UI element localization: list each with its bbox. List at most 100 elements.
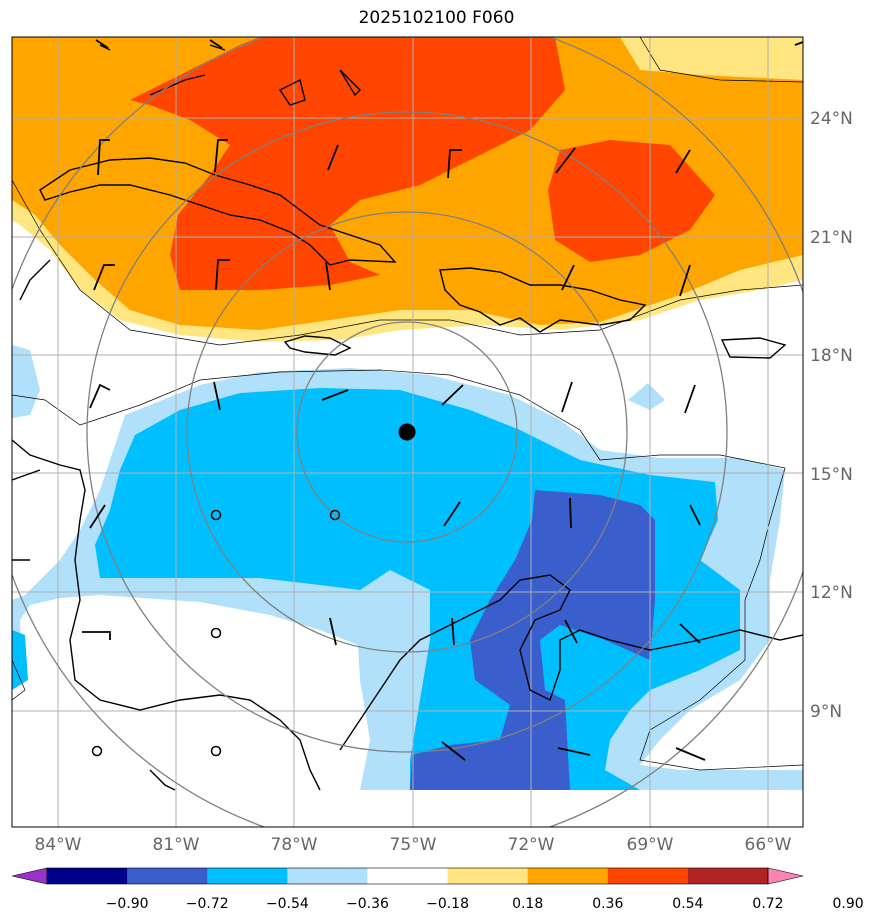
longitude-labels: 84°W 81°W 78°W 75°W 72°W 69°W 66°W: [35, 835, 792, 855]
negative-anomaly-medium-left: [12, 630, 28, 690]
wind-barb: [215, 259, 230, 291]
colorbar-tick-label: 0.72: [752, 896, 783, 912]
wind-barb: [557, 747, 591, 756]
lat-label: 15°N: [810, 465, 853, 485]
calm-wind-icon: [210, 745, 222, 757]
wind-barb: [95, 39, 109, 49]
positive-anomaly-red-north: [130, 37, 565, 290]
wind-barb: [447, 149, 462, 179]
wind-barb: [684, 384, 696, 414]
wind-barb: [209, 39, 223, 49]
wind-barbs: [82, 39, 803, 761]
colorbar-tick-label: −0.72: [186, 896, 229, 912]
colorbar-segment: [367, 868, 449, 884]
negative-anomaly-patch-west: [12, 345, 40, 418]
wind-barb: [213, 381, 221, 411]
lon-label: 78°W: [271, 835, 318, 855]
puerto-rico-coast: [720, 337, 787, 359]
lon-label: 75°W: [390, 835, 437, 855]
wind-barb: [89, 383, 111, 409]
storm-center-marker: [398, 423, 416, 441]
colorbar: [11, 867, 804, 885]
negative-anomaly-strong: [410, 490, 655, 790]
colorbar-max-extension: [767, 867, 804, 885]
wind-barb: [561, 381, 573, 413]
wind-barb: [561, 264, 575, 291]
map-frame: [11, 36, 804, 828]
colorbar-tick-label: 0.18: [512, 896, 543, 912]
colorbar-labels: −0.90 −0.72 −0.54 −0.36 −0.18 0.18 0.36 …: [106, 896, 864, 912]
colorbar-tick-label: −0.54: [266, 896, 309, 912]
wind-barb: [321, 389, 349, 401]
calm-wind-icon: [210, 627, 222, 639]
colorbar-segment: [287, 868, 368, 884]
lat-label: 18°N: [810, 346, 853, 366]
wind-barb: [89, 504, 106, 529]
colorbar-tick-label: −0.90: [106, 896, 149, 912]
bahamas-islands: [99, 44, 361, 106]
wind-barb: [325, 261, 331, 291]
colorbar-outline: [46, 867, 769, 885]
negative-anomaly-patch-east: [628, 383, 665, 410]
negative-anomaly-patch-bottom-right: [650, 770, 803, 790]
negative-anomaly-medium: [95, 388, 740, 790]
colorbar-min-extension: [11, 867, 48, 885]
colorbar-tick-label: −0.18: [426, 896, 469, 912]
latitude-labels: 24°N 21°N 18°N 15°N 12°N 9°N: [810, 109, 853, 722]
lat-label: 12°N: [810, 583, 853, 603]
colorbar-tick-label: 0.54: [672, 896, 703, 912]
colorbar-segment: [207, 868, 288, 884]
wind-barb: [679, 623, 701, 644]
wind-barb: [564, 619, 578, 644]
calm-wind-icon: [91, 745, 103, 757]
colorbar-tick-label: 0.90: [833, 896, 864, 912]
colorbar-segment: [527, 868, 609, 884]
wind-barb: [794, 41, 803, 46]
calm-wind-icon: [329, 509, 341, 521]
colorbar-segment: [127, 868, 208, 884]
calm-markers: [91, 509, 341, 757]
jamaica-coast: [283, 335, 352, 356]
wind-barb: [327, 144, 339, 171]
colorbar-tick-label: −0.36: [346, 896, 389, 912]
wind-barb: [93, 264, 115, 291]
wind-barb: [82, 631, 111, 640]
wind-barb: [555, 147, 576, 174]
colorbar-segment: [607, 868, 689, 884]
coastlines: [12, 44, 803, 791]
wind-barb: [679, 264, 691, 297]
colorbar-segment: [447, 868, 529, 884]
wind-barb: [675, 747, 706, 761]
calm-wind-icon: [210, 509, 222, 521]
lon-label: 72°W: [508, 835, 555, 855]
lon-label: 66°W: [745, 835, 792, 855]
cuba-coast: [39, 157, 397, 266]
lat-label: 21°N: [810, 228, 853, 248]
south-coast: [149, 769, 176, 791]
colorbar-segment: [47, 868, 128, 884]
lon-label: 69°W: [627, 835, 674, 855]
range-rings: [12, 37, 803, 827]
central-america-coast: [12, 439, 321, 791]
wind-barb: [329, 617, 337, 646]
colombia-coast: [339, 574, 803, 751]
wind-barb: [675, 149, 691, 174]
wind-barb: [689, 504, 701, 526]
wind-barb: [441, 384, 464, 406]
wind-barb: [451, 617, 455, 646]
wind-barb: [97, 139, 110, 176]
yucatan-coast: [12, 259, 51, 561]
lat-label: 9°N: [810, 702, 842, 722]
positive-anomaly-red-east: [548, 140, 715, 262]
wind-barb: [214, 139, 228, 173]
colorbar-segment: [687, 868, 769, 884]
hispaniola-coast: [439, 267, 647, 333]
lon-label: 84°W: [35, 835, 82, 855]
lat-label: 24°N: [810, 109, 853, 129]
graticule: [12, 37, 803, 827]
lon-label: 81°W: [153, 835, 200, 855]
wind-barb: [441, 741, 466, 761]
wind-barb: [569, 497, 572, 529]
colorbar-tick-label: 0.36: [592, 896, 623, 912]
